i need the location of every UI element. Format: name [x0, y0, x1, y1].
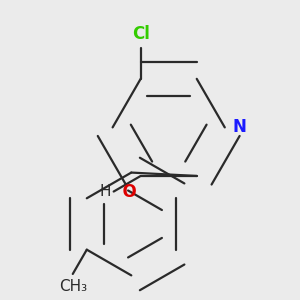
- Text: CH₃: CH₃: [59, 279, 87, 294]
- Text: N: N: [232, 118, 246, 136]
- Text: Cl: Cl: [132, 25, 150, 43]
- Text: O: O: [111, 182, 136, 200]
- Text: H: H: [99, 184, 111, 199]
